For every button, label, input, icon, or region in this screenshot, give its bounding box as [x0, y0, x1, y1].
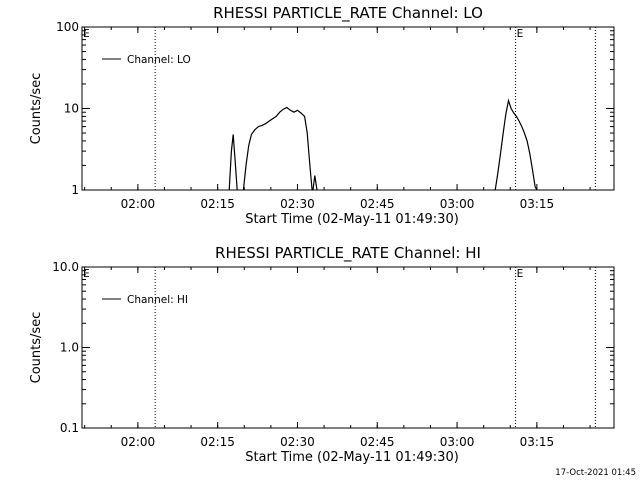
chart-title: RHESSI PARTICLE_RATE Channel: LO [213, 4, 483, 23]
plot-frame [81, 266, 615, 429]
y-tick-label: 100 [56, 20, 79, 34]
x-tick-label: 02:30 [280, 435, 315, 449]
x-axis-label: Start Time (02-May-11 01:49:30) [245, 212, 459, 227]
series-line-segment [312, 175, 318, 191]
event-marker-label: E [517, 268, 524, 280]
plot-frame [81, 26, 615, 191]
y-axis-label: Counts/sec [29, 73, 44, 145]
corner-marker-label: E [83, 268, 90, 280]
y-tick-label: 10 [64, 102, 79, 116]
x-tick-label: 02:00 [121, 197, 156, 211]
x-tick-label: 03:15 [520, 197, 555, 211]
corner-marker-label: E [83, 28, 90, 40]
panel-0: RHESSI PARTICLE_RATE Channel: LO 02:00 02:… [29, 4, 615, 227]
panel-1: RHESSI PARTICLE_RATE Channel: HI 02:00 02:… [29, 244, 615, 465]
y-tick-label: 0.1 [60, 421, 79, 435]
y-tick-label: 1 [71, 183, 79, 197]
legend-entry: Channel: LO [127, 54, 191, 66]
x-tick-label: 03:00 [440, 435, 475, 449]
x-axis-label: Start Time (02-May-11 01:49:30) [245, 450, 459, 465]
x-tick-label: 02:30 [280, 197, 315, 211]
x-tick-label: 02:45 [360, 197, 395, 211]
series-line-segment [242, 106, 313, 191]
y-tick-label: 1.0 [60, 341, 79, 355]
x-tick-label: 02:15 [200, 435, 235, 449]
x-tick-label: 03:00 [440, 197, 475, 211]
x-tick-label: 02:00 [121, 435, 156, 449]
legend-entry: Channel: HI [127, 294, 188, 306]
footer-timestamp: 17-Oct-2021 01:45 [555, 468, 636, 478]
y-tick-label: 10.0 [52, 260, 79, 274]
x-tick-label: 03:15 [520, 435, 555, 449]
series-line-segment [494, 98, 538, 191]
x-tick-label: 02:45 [360, 435, 395, 449]
x-tick-label: 02:15 [200, 197, 235, 211]
y-axis-label: Counts/sec [29, 312, 44, 384]
chart-panels: RHESSI PARTICLE_RATE Channel: LO 02:00 02:… [29, 4, 615, 465]
chart-title: RHESSI PARTICLE_RATE Channel: HI [215, 244, 481, 263]
series-line-segment [228, 134, 238, 191]
event-marker-label: E [517, 28, 524, 40]
